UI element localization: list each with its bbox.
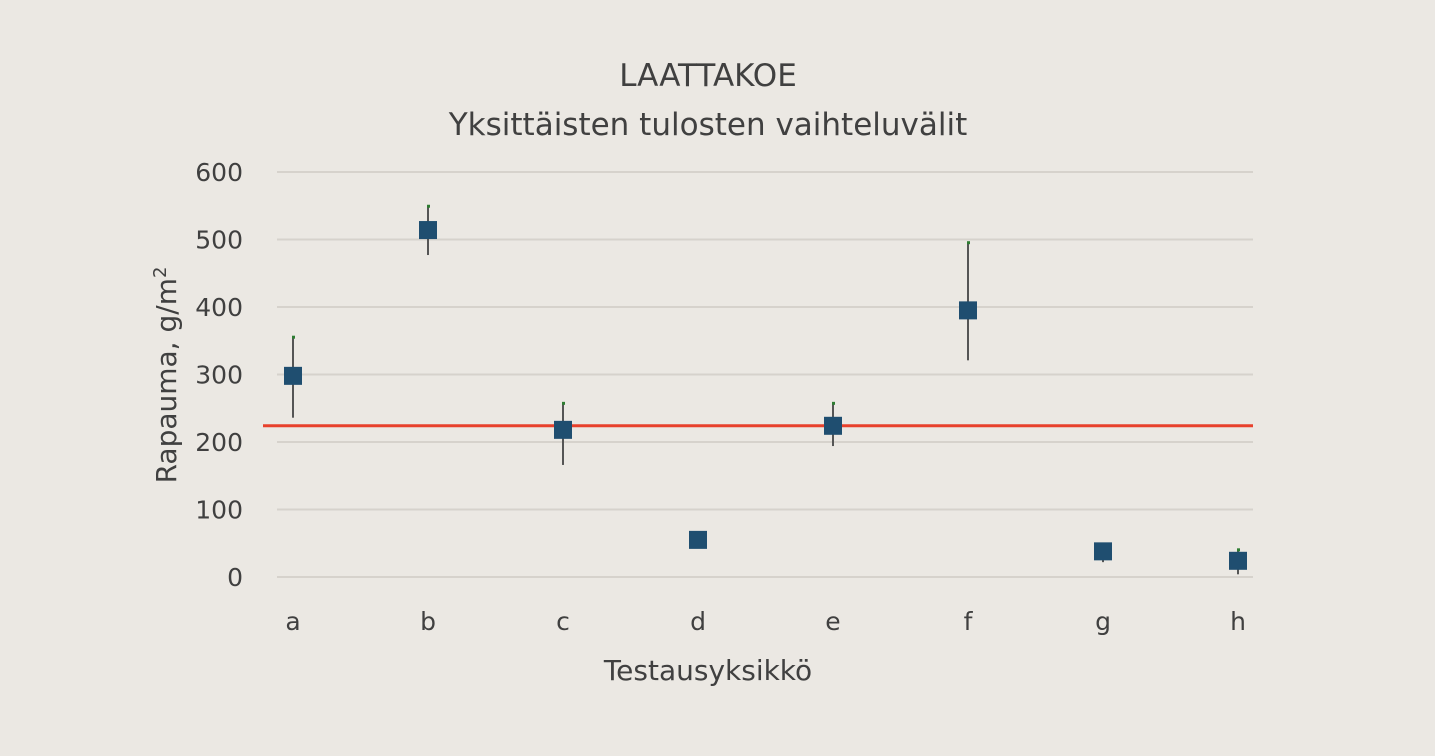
error-bar-cap [427, 204, 430, 208]
data-point-marker [689, 530, 707, 549]
error-bar-cap [967, 241, 970, 245]
y-axis-label-superscript: 2 [150, 267, 171, 278]
data-point-marker [419, 221, 437, 240]
y-tick-label: 400 [195, 293, 243, 322]
y-axis-label-text: Rapauma, g/m [150, 278, 183, 483]
x-tick-label: c [556, 607, 570, 636]
data-point-marker [1229, 551, 1247, 570]
x-tick-label: h [1230, 607, 1246, 636]
x-tick-label: e [825, 607, 840, 636]
data-point-marker [824, 416, 842, 435]
data-point-group [824, 401, 842, 447]
x-tick-label: f [964, 607, 974, 636]
chart-title: LAATTAKOE [619, 58, 797, 94]
data-point-marker [284, 366, 302, 385]
data-point-marker [554, 420, 572, 439]
y-tick-label: 600 [195, 158, 243, 187]
y-tick-label: 300 [195, 361, 243, 390]
error-bar-cap [292, 335, 295, 339]
x-tick-label: a [285, 607, 300, 636]
error-bar-cap [562, 401, 565, 405]
data-point-group [554, 401, 572, 465]
error-bar-cap [832, 401, 835, 405]
y-tick-label: 0 [227, 563, 243, 592]
x-tick-label: d [690, 607, 706, 636]
y-tick-label: 100 [195, 496, 243, 525]
data-point-group [689, 530, 707, 549]
data-point-group [1094, 542, 1112, 563]
x-tick-label: b [420, 607, 436, 636]
data-point-marker [1094, 542, 1112, 561]
y-axis-label: Rapauma, g/m2 [150, 267, 183, 484]
data-point-group [1229, 548, 1247, 575]
chart-subtitle: Yksittäisten tulosten vaihteluvälit [448, 107, 968, 143]
data-point-group [284, 335, 302, 418]
data-point-marker [959, 301, 977, 320]
error-bar-cap [1237, 548, 1240, 552]
x-tick-label: g [1095, 607, 1111, 636]
y-tick-label: 200 [195, 428, 243, 457]
data-point-group [959, 241, 977, 361]
y-tick-label: 500 [195, 226, 243, 255]
x-axis-label: Testausyksikkö [603, 654, 812, 687]
data-point-group [419, 204, 437, 256]
